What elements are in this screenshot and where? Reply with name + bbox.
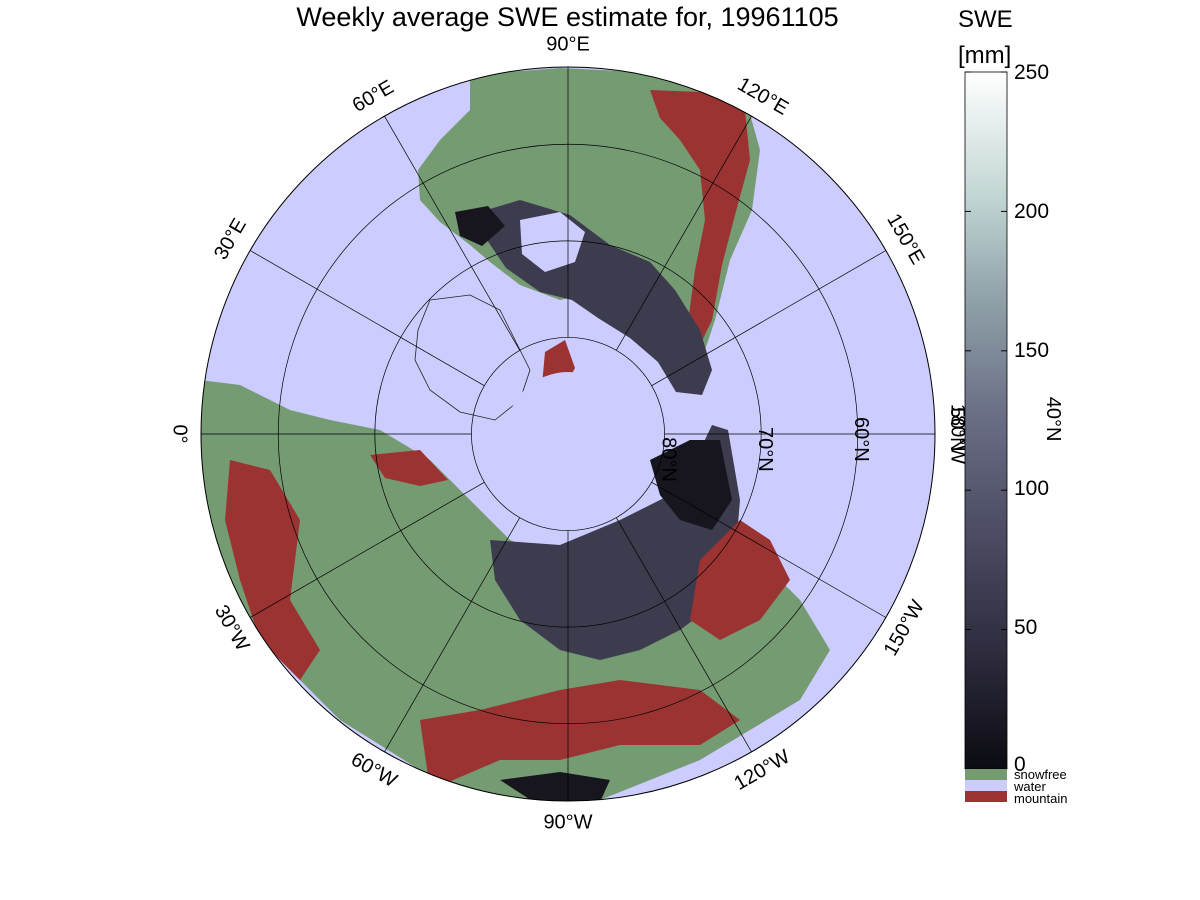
- map-boundary: [200, 66, 936, 802]
- colorbar-title-unit: [mm]: [958, 42, 1012, 69]
- east-siberia-mountains: [690, 520, 790, 640]
- scandinavia-mountains: [370, 450, 448, 486]
- legend-swatch-water: [965, 780, 1007, 791]
- tibet-snow: [500, 772, 610, 801]
- north-america-mountains: [650, 90, 750, 345]
- meridian-150: [651, 250, 887, 387]
- meridian--150: [651, 481, 887, 618]
- graticule: [201, 67, 935, 801]
- hudson-bay: [520, 212, 585, 272]
- latitude-labels: 80°N 70°N 60°N 50°N 40°N: [658, 397, 1064, 482]
- colorbar-tick-200: 200: [1014, 200, 1050, 223]
- legend-label-water: water: [1014, 779, 1046, 794]
- colorbar-title: SWE [mm]: [958, 2, 1013, 74]
- meridian-120: [615, 115, 752, 351]
- colorbar-tick-100: 100: [1014, 477, 1050, 500]
- central-asia-mountains: [420, 680, 740, 790]
- latitude-label: 60°N: [850, 417, 872, 462]
- legend-label-snowfree: snowfree: [1014, 767, 1067, 782]
- colorbar-tick-150: 150: [1014, 339, 1050, 362]
- colorbar-title-quantity: SWE: [958, 6, 1013, 33]
- meridian--60: [384, 517, 521, 753]
- map-title: Weekly average SWE estimate for, 1996110…: [296, 2, 839, 32]
- arctic-ocean: [506, 372, 630, 496]
- meridian-30: [249, 250, 485, 387]
- europe-mountains: [225, 460, 320, 680]
- legend-swatch-snowfree: [965, 769, 1007, 780]
- latitude-label: 50°N: [946, 407, 968, 452]
- colorbar-tick-250: 250: [1014, 61, 1050, 84]
- colorbar-tick-50: 50: [1014, 616, 1038, 639]
- siberia-snow: [490, 425, 740, 660]
- longitude-label: 30°E: [210, 215, 251, 264]
- meridian--30: [249, 481, 485, 618]
- longitude-label: 90°W: [543, 811, 592, 833]
- north-america-deep-snow: [455, 206, 505, 246]
- latitude-label: 40°N: [1042, 397, 1064, 442]
- longitude-label: 0°: [169, 424, 191, 443]
- siberia-deep-snow: [650, 440, 732, 530]
- colorbar: [964, 71, 1008, 802]
- legend-swatch-mountain: [965, 791, 1007, 802]
- longitude-label: 180°W: [947, 404, 969, 464]
- longitude-label: 90°E: [546, 33, 590, 55]
- meridian-60: [384, 115, 521, 351]
- longitude-label: 60°E: [349, 76, 398, 117]
- legend-label-mountain: mountain: [1014, 791, 1068, 806]
- meridian--120: [615, 517, 752, 753]
- latitude-label: 80°N: [658, 437, 680, 482]
- colorbar-tick-0: 0: [1014, 753, 1026, 776]
- polar-map: [201, 67, 935, 801]
- latitude-label: 70°N: [754, 427, 776, 472]
- north-america-landmass: [418, 68, 760, 350]
- colorbar-gradient: [964, 71, 1008, 770]
